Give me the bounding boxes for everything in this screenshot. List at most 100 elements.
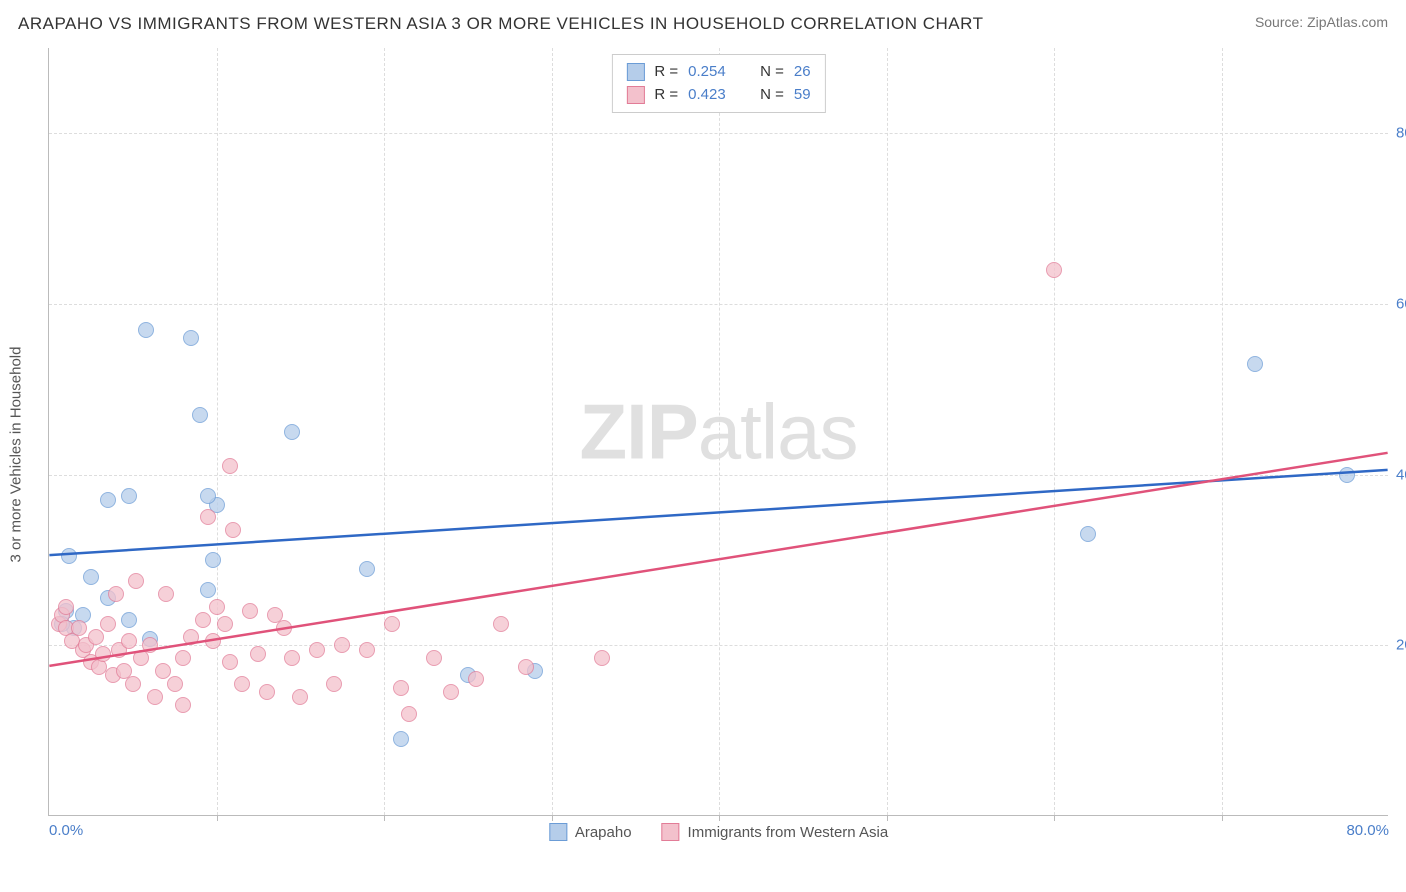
- gridline-v: [1054, 48, 1055, 815]
- chart-title: ARAPAHO VS IMMIGRANTS FROM WESTERN ASIA …: [18, 14, 983, 34]
- data-point: [234, 676, 250, 692]
- data-point: [259, 684, 275, 700]
- y-tick-label: 80.0%: [1396, 125, 1406, 142]
- data-point: [100, 492, 116, 508]
- series-legend-item: Immigrants from Western Asia: [662, 823, 889, 841]
- watermark-bold: ZIP: [579, 387, 697, 475]
- data-point: [284, 424, 300, 440]
- data-point: [225, 522, 241, 538]
- x-tick-mark: [887, 815, 888, 821]
- gridline-v: [552, 48, 553, 815]
- legend-r-value: 0.423: [688, 84, 736, 107]
- x-tick-label: 0.0%: [49, 822, 83, 839]
- data-point: [1247, 356, 1263, 372]
- legend-row: R = 0.423 N = 59: [626, 84, 810, 107]
- legend-swatch: [626, 63, 644, 81]
- data-point: [284, 650, 300, 666]
- series-legend: Arapaho Immigrants from Western Asia: [549, 823, 888, 841]
- x-tick-mark: [384, 815, 385, 821]
- data-point: [138, 322, 154, 338]
- data-point: [250, 646, 266, 662]
- data-point: [426, 650, 442, 666]
- data-point: [121, 612, 137, 628]
- data-point: [217, 616, 233, 632]
- data-point: [175, 650, 191, 666]
- data-point: [292, 689, 308, 705]
- x-tick-mark: [1222, 815, 1223, 821]
- data-point: [359, 642, 375, 658]
- data-point: [276, 620, 292, 636]
- data-point: [518, 659, 534, 675]
- gridline-v: [1222, 48, 1223, 815]
- data-point: [443, 684, 459, 700]
- data-point: [401, 706, 417, 722]
- legend-n-label: N =: [760, 61, 784, 84]
- y-tick-label: 20.0%: [1396, 637, 1406, 654]
- legend-swatch: [662, 823, 680, 841]
- legend-r-value: 0.254: [688, 61, 736, 84]
- gridline-v: [217, 48, 218, 815]
- data-point: [158, 586, 174, 602]
- data-point: [242, 603, 258, 619]
- x-tick-mark: [719, 815, 720, 821]
- data-point: [183, 330, 199, 346]
- legend-swatch: [626, 86, 644, 104]
- y-tick-label: 40.0%: [1396, 466, 1406, 483]
- legend-row: R = 0.254 N = 26: [626, 61, 810, 84]
- data-point: [200, 582, 216, 598]
- x-tick-mark: [217, 815, 218, 821]
- data-point: [121, 488, 137, 504]
- data-point: [468, 671, 484, 687]
- gridline-v: [719, 48, 720, 815]
- data-point: [83, 569, 99, 585]
- source-citation: Source: ZipAtlas.com: [1255, 14, 1388, 30]
- data-point: [88, 629, 104, 645]
- y-axis-label: 3 or more Vehicles in Household: [8, 347, 25, 563]
- correlation-legend: R = 0.254 N = 26 R = 0.423 N = 59: [611, 54, 825, 113]
- data-point: [147, 689, 163, 705]
- legend-n-value: 59: [794, 84, 811, 107]
- data-point: [393, 680, 409, 696]
- legend-swatch: [549, 823, 567, 841]
- x-tick-mark: [1054, 815, 1055, 821]
- data-point: [205, 633, 221, 649]
- data-point: [334, 637, 350, 653]
- legend-r-label: R =: [654, 84, 678, 107]
- data-point: [200, 488, 216, 504]
- gridline-v: [887, 48, 888, 815]
- data-point: [200, 509, 216, 525]
- scatter-chart: ZIPatlas ArapahoImmigrants from Western …: [48, 48, 1388, 816]
- data-point: [594, 650, 610, 666]
- data-point: [95, 646, 111, 662]
- data-point: [71, 620, 87, 636]
- series-legend-item: Arapaho: [549, 823, 632, 841]
- data-point: [326, 676, 342, 692]
- data-point: [108, 586, 124, 602]
- data-point: [128, 573, 144, 589]
- data-point: [175, 697, 191, 713]
- source-prefix: Source:: [1255, 14, 1307, 30]
- data-point: [222, 654, 238, 670]
- data-point: [58, 599, 74, 615]
- data-point: [209, 599, 225, 615]
- data-point: [192, 407, 208, 423]
- data-point: [393, 731, 409, 747]
- legend-n-label: N =: [760, 84, 784, 107]
- data-point: [121, 633, 137, 649]
- data-point: [167, 676, 183, 692]
- data-point: [205, 552, 221, 568]
- data-point: [155, 663, 171, 679]
- data-point: [61, 548, 77, 564]
- data-point: [100, 616, 116, 632]
- legend-r-label: R =: [654, 61, 678, 84]
- data-point: [309, 642, 325, 658]
- data-point: [359, 561, 375, 577]
- legend-n-value: 26: [794, 61, 811, 84]
- data-point: [195, 612, 211, 628]
- y-tick-label: 60.0%: [1396, 296, 1406, 313]
- data-point: [1339, 467, 1355, 483]
- x-tick-mark: [552, 815, 553, 821]
- data-point: [1046, 262, 1062, 278]
- data-point: [222, 458, 238, 474]
- data-point: [142, 637, 158, 653]
